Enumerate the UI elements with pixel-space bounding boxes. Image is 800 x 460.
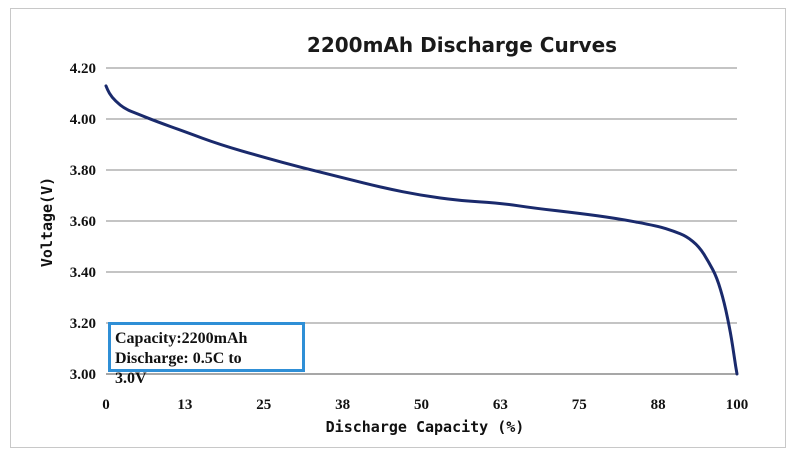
x-tick-label: 63 xyxy=(493,397,508,413)
x-tick-label: 50 xyxy=(414,397,429,413)
y-tick-label: 3.60 xyxy=(70,214,96,230)
annotation-box: Capacity:2200mAh Discharge: 0.5C to 3.0V xyxy=(108,322,305,387)
y-tick-label: 4.20 xyxy=(70,61,96,77)
x-tick-label: 13 xyxy=(177,397,192,413)
annotation-line-3: 3.0V xyxy=(115,370,147,387)
x-tick-label: 0 xyxy=(102,397,110,413)
y-tick-labels: 3.00 3.20 3.40 3.60 3.80 4.00 4.20 xyxy=(70,61,96,383)
x-tick-label: 75 xyxy=(572,397,587,413)
y-tick-label: 3.40 xyxy=(70,265,96,281)
series-line xyxy=(104,84,739,376)
y-axis-label: Voltage(V) xyxy=(38,177,56,267)
x-tick-label: 25 xyxy=(256,397,271,413)
annotation-line-2: Discharge: 0.5C to xyxy=(115,350,242,367)
y-tick-label: 4.00 xyxy=(70,112,96,128)
x-tick-label: 38 xyxy=(335,397,350,413)
x-tick-label: 88 xyxy=(651,397,666,413)
y-tick-label: 3.00 xyxy=(70,367,96,383)
chart-title: 2200mAh Discharge Curves xyxy=(307,33,617,57)
annotation-line-1: Capacity:2200mAh xyxy=(115,330,248,347)
x-tick-labels: 0 13 25 38 50 63 75 88 100 xyxy=(102,397,748,413)
x-tick-label: 100 xyxy=(726,397,749,413)
y-tick-label: 3.20 xyxy=(70,316,96,332)
x-axis-label: Discharge Capacity (%) xyxy=(326,418,525,436)
y-tick-label: 3.80 xyxy=(70,163,96,179)
